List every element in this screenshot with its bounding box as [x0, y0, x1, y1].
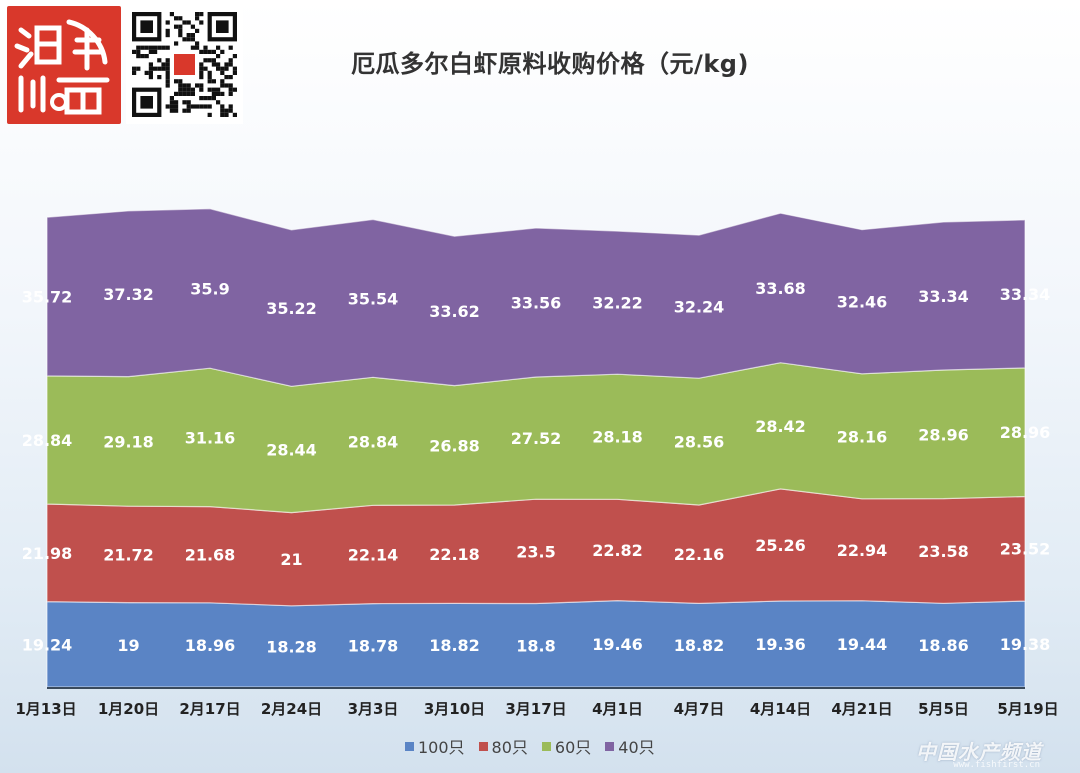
chart-title: 厄瓜多尔白虾原料收购价格（元/kg): [351, 50, 749, 78]
data-label: 27.52: [511, 429, 562, 448]
data-label: 19.36: [755, 635, 806, 654]
watermark-text: 中国水产频道: [916, 740, 1042, 764]
data-label: 33.34: [1000, 285, 1051, 304]
data-label: 18.82: [674, 636, 725, 655]
data-label: 22.18: [429, 545, 480, 564]
fish-logo-icon: [14, 19, 110, 115]
data-label: 32.24: [674, 298, 725, 317]
x-tick-label: 4月1日: [592, 700, 643, 718]
data-label: 23.58: [918, 542, 969, 561]
legend-label: 100只: [418, 738, 465, 757]
data-label: 32.46: [837, 293, 888, 312]
data-label: 29.18: [103, 432, 154, 451]
data-label: 35.9: [190, 280, 229, 299]
data-label: 19: [117, 636, 139, 655]
data-label: 28.42: [755, 417, 806, 436]
data-label: 33.62: [429, 302, 480, 321]
x-tick-label: 1月20日: [98, 700, 159, 718]
data-label: 25.26: [755, 536, 806, 555]
data-label: 28.84: [22, 431, 73, 450]
x-tick-label: 4月14日: [750, 700, 811, 718]
legend-item: 60只: [541, 734, 592, 758]
data-label: 19.46: [592, 635, 643, 654]
x-tick-label: 4月7日: [674, 700, 725, 718]
data-label: 28.16: [837, 427, 888, 446]
legend-label: 40只: [618, 738, 655, 757]
x-tick-label: 1月13日: [15, 700, 76, 718]
x-tick-label: 2月24日: [261, 700, 322, 718]
legend-swatch: [478, 741, 488, 751]
data-label: 21.98: [22, 544, 73, 563]
data-label: 21.72: [103, 545, 154, 564]
legend-swatch: [605, 741, 615, 751]
data-label: 18.96: [185, 636, 236, 655]
data-label: 18.8: [516, 636, 555, 655]
qr-code: [126, 6, 243, 124]
legend-item: 80只: [478, 734, 528, 758]
data-label: 37.32: [103, 285, 154, 304]
data-label: 28.96: [1000, 423, 1051, 442]
data-label: 21: [280, 550, 302, 569]
x-tick-label: 3月10日: [424, 700, 485, 718]
x-tick-label: 5月19日: [997, 700, 1058, 718]
data-label: 22.14: [348, 545, 399, 564]
data-label: 19.44: [837, 635, 888, 654]
x-tick-label: 2月17日: [179, 700, 240, 718]
data-label: 35.54: [348, 289, 399, 308]
data-label: 33.34: [918, 287, 969, 306]
x-tick-label: 4月21日: [831, 700, 892, 718]
watermark-url: www.fishfirst.cn: [953, 760, 1040, 770]
data-label: 28.84: [348, 432, 399, 451]
data-label: 19.24: [22, 635, 73, 654]
x-tick-label: 5月5日: [918, 700, 969, 718]
legend-label: 60只: [554, 738, 592, 757]
legend-item: 100只: [405, 734, 465, 758]
data-label: 28.96: [918, 425, 969, 444]
data-label: 26.88: [429, 436, 480, 455]
data-label: 31.16: [185, 428, 236, 447]
chart-legend: 100只 80只 60只 40只: [405, 734, 655, 758]
legend-item: 40只: [605, 734, 655, 758]
brand-logo: [7, 6, 121, 124]
x-tick-label: 3月3日: [348, 700, 399, 718]
data-label: 35.72: [22, 288, 73, 307]
data-label: 35.22: [266, 299, 317, 318]
legend-swatch: [541, 741, 551, 751]
data-label: 28.44: [266, 440, 317, 459]
data-label: 18.28: [266, 637, 317, 656]
qr-code-icon: [132, 12, 237, 117]
data-label: 23.52: [1000, 540, 1051, 559]
data-label: 23.5: [516, 542, 555, 561]
data-label: 19.38: [1000, 635, 1051, 654]
area-series-3: [46, 208, 1026, 387]
x-tick-label: 3月17日: [505, 700, 566, 718]
data-label: 33.56: [511, 293, 562, 312]
legend-swatch: [405, 741, 414, 751]
data-label: 32.22: [592, 294, 643, 313]
data-label: 18.82: [429, 636, 480, 655]
data-label: 33.68: [755, 279, 806, 298]
data-label: 22.82: [592, 541, 643, 560]
data-label: 18.78: [348, 636, 399, 655]
data-label: 21.68: [185, 546, 236, 565]
data-label: 22.16: [674, 545, 725, 564]
data-label: 22.94: [837, 541, 888, 560]
data-label: 28.18: [592, 428, 643, 447]
data-label: 18.86: [918, 636, 969, 655]
data-label: 28.56: [674, 433, 725, 452]
legend-label: 80只: [491, 738, 528, 757]
